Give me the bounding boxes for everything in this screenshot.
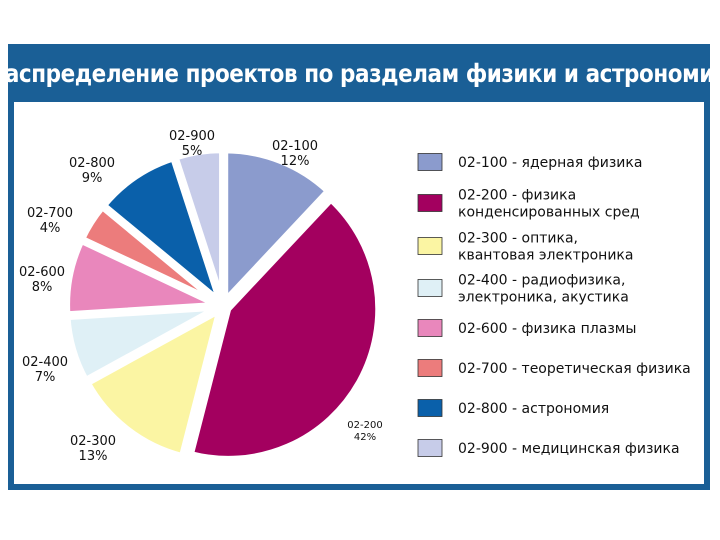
slice-value-02-700: 4% <box>40 221 61 236</box>
slice-label-02-900: 02-900 <box>169 129 215 144</box>
legend-swatch-02-700 <box>417 359 443 377</box>
pie-slices <box>64 147 382 462</box>
legend-swatch-02-100 <box>417 153 443 171</box>
slice-value-02-100: 12% <box>281 154 310 169</box>
pie-slice-02-900 <box>171 147 226 301</box>
legend-swatch-02-200 <box>417 194 443 212</box>
legend-label-02-100: 02-100 - ядерная физика <box>458 155 642 171</box>
legend-label-02-200: конденсированных сред <box>458 205 640 221</box>
legend-swatch-02-600 <box>417 319 443 337</box>
legend-label-02-600: 02-600 - физика плазмы <box>458 321 636 337</box>
slice-label-02-200: 02-200 <box>347 420 382 431</box>
legend-label-02-700: 02-700 - теоретическая физика <box>458 361 691 377</box>
slice-value-02-900: 5% <box>182 144 203 159</box>
pie-slice-02-200 <box>187 195 382 462</box>
slice-label-02-300: 02-300 <box>70 434 116 449</box>
legend-label-02-200: 02-200 - физика <box>458 188 576 204</box>
pie-slice-02-300 <box>83 304 224 460</box>
legend-label-02-800: 02-800 - астрономия <box>458 401 609 417</box>
legend-swatch-02-900 <box>417 439 443 457</box>
slice-label-02-700: 02-700 <box>27 206 73 221</box>
slice-value-02-400: 7% <box>35 370 56 385</box>
slice-label-02-100: 02-100 <box>272 139 318 154</box>
slice-value-02-600: 8% <box>32 280 53 295</box>
chart-title: Распределение проектов по разделам физик… <box>0 58 720 88</box>
slice-label-02-400: 02-400 <box>22 355 68 370</box>
legend-label-02-400: электроника, акустика <box>458 290 629 306</box>
legend-swatch-02-800 <box>417 399 443 417</box>
legend-label-02-300: 02-300 - оптика, <box>458 231 578 247</box>
legend-label-02-400: 02-400 - радиофизика, <box>458 273 625 289</box>
pie-slice-02-100 <box>222 147 333 308</box>
slice-value-02-800: 9% <box>82 171 103 186</box>
slice-label-02-800: 02-800 <box>69 156 115 171</box>
legend-label-02-900: 02-900 - медицинская физика <box>458 441 680 457</box>
legend-label-02-300: квантовая электроника <box>458 248 633 264</box>
pie-slice-02-800 <box>99 154 226 310</box>
slice-value-02-200: 42% <box>354 432 376 443</box>
legend-swatch-02-400 <box>417 279 443 297</box>
slice-value-02-300: 13% <box>79 449 108 464</box>
legend: 02-100 - ядерная физика 02-200 - физикако… <box>417 153 691 457</box>
legend-swatch-02-300 <box>417 237 443 255</box>
slice-label-02-600: 02-600 <box>19 265 65 280</box>
